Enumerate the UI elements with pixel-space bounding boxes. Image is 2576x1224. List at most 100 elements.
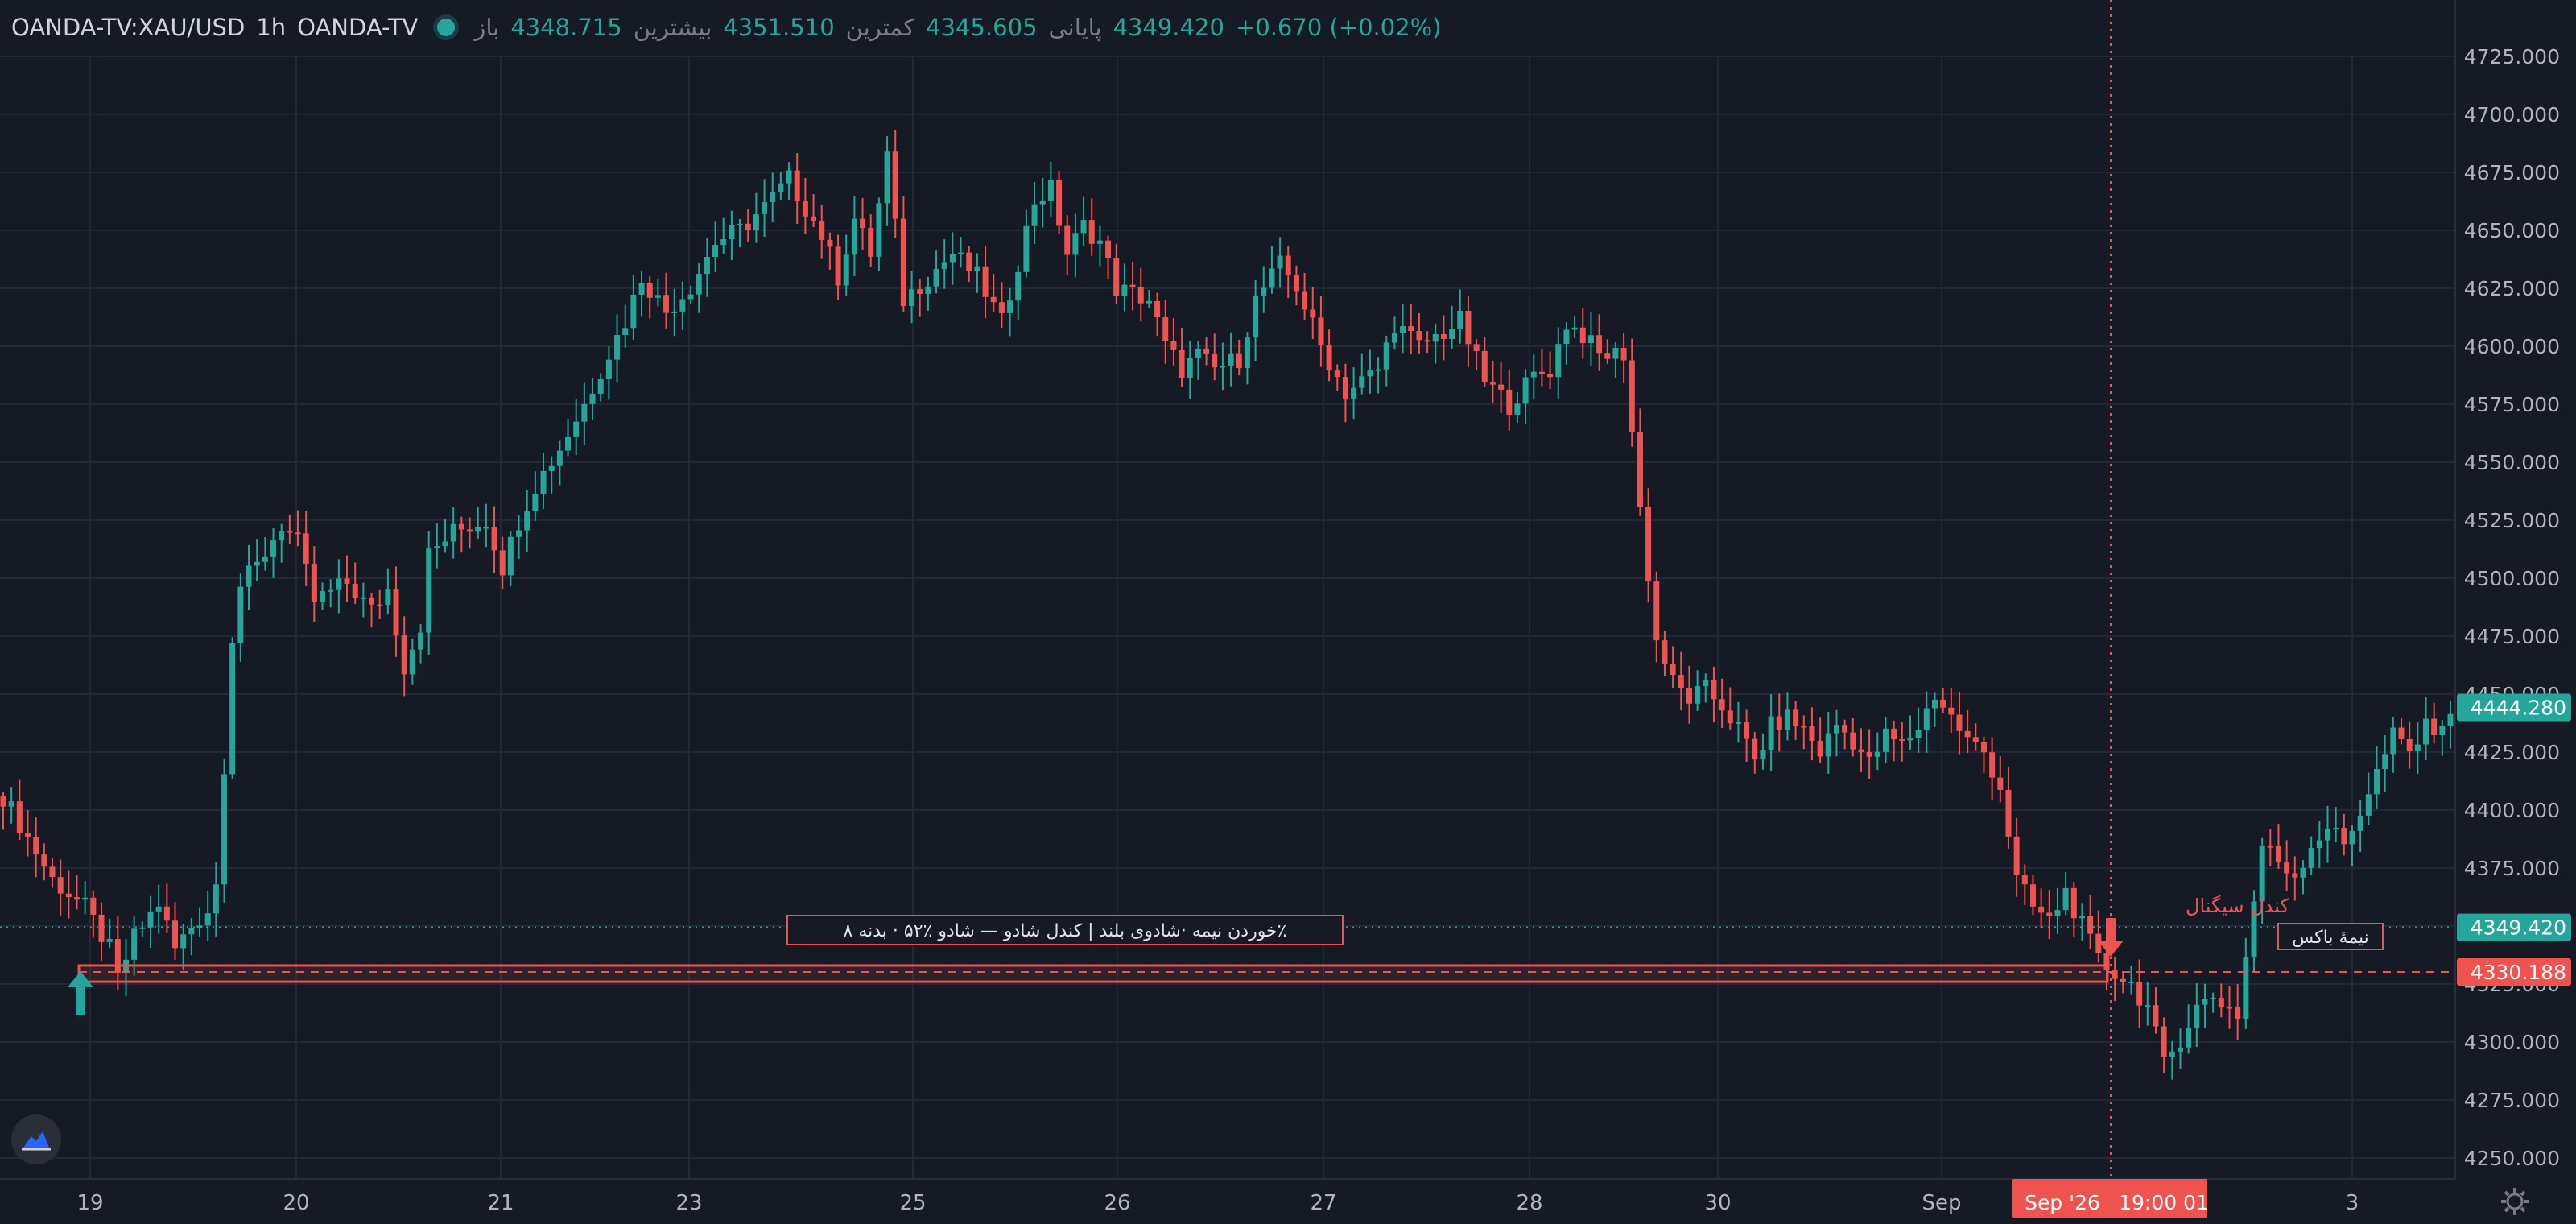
candle[interactable] [1236,339,1242,376]
candle[interactable] [2308,836,2314,875]
candle[interactable] [1129,261,1136,311]
candle[interactable] [671,288,678,337]
candle[interactable] [2390,717,2396,773]
candle[interactable] [1105,235,1112,279]
candle[interactable] [401,616,407,697]
candle[interactable] [1121,263,1128,312]
candle[interactable] [2021,864,2028,905]
candle[interactable] [679,281,686,330]
candle[interactable] [2210,992,2216,1013]
candle[interactable] [2070,881,2077,937]
candle[interactable] [1530,354,1537,400]
candle[interactable] [1449,305,1455,349]
candle[interactable] [2398,718,2405,745]
candle[interactable] [98,902,105,961]
candle[interactable] [1727,687,1733,730]
candle[interactable] [467,517,473,549]
candle[interactable] [2062,872,2069,916]
candle[interactable] [1080,196,1087,246]
candle[interactable] [1899,722,1905,762]
candle[interactable] [1637,408,1643,516]
candle[interactable] [958,237,964,268]
candle[interactable] [1604,339,1611,364]
candle[interactable] [483,503,489,548]
candle[interactable] [1440,315,1447,361]
candle[interactable] [704,238,710,297]
candle[interactable] [2038,888,2045,928]
candle[interactable] [2226,986,2232,1029]
candle[interactable] [74,875,80,910]
candle[interactable] [246,544,252,610]
candle[interactable] [1293,265,1299,306]
candle[interactable] [712,221,719,272]
candle[interactable] [213,862,219,937]
candle[interactable] [1980,736,1987,773]
candle[interactable] [1882,717,1889,763]
candle[interactable] [2169,1040,2175,1080]
candle[interactable] [49,858,56,888]
candle[interactable] [434,523,440,569]
candle[interactable] [1367,349,1373,394]
candle[interactable] [2079,903,2085,941]
candle[interactable] [2186,1004,2192,1054]
candle[interactable] [1334,364,1340,391]
candle[interactable] [1007,287,1013,337]
candle[interactable] [1686,665,1692,724]
candle[interactable] [1989,737,1996,800]
candle[interactable] [2259,837,2265,924]
candle[interactable] [2447,701,2454,749]
candle[interactable] [409,638,415,685]
candle[interactable] [204,890,211,941]
arrow-up-icon[interactable] [68,971,93,1015]
candle[interactable] [917,279,923,317]
candle[interactable] [2128,965,2134,995]
candle[interactable] [1212,333,1218,381]
candle[interactable] [393,566,399,657]
candle[interactable] [1825,711,1831,774]
candle[interactable] [1809,707,1815,761]
candle[interactable] [344,555,350,602]
candle[interactable] [614,314,621,382]
candle[interactable] [1711,666,1717,723]
candle[interactable] [2267,829,2273,866]
candle[interactable] [2349,825,2355,866]
candle[interactable] [1047,161,1054,217]
candle[interactable] [1187,341,1193,399]
candle[interactable] [1146,290,1152,308]
candle[interactable] [1203,337,1210,366]
candle[interactable] [589,378,596,420]
candle[interactable] [1752,732,1758,774]
candle[interactable] [147,895,154,948]
candle[interactable] [507,531,514,586]
candle[interactable] [33,817,39,878]
candle[interactable] [90,890,97,938]
candle[interactable] [1940,688,1946,713]
candle[interactable] [638,271,645,317]
candle[interactable] [998,282,1005,329]
candle[interactable] [139,921,146,937]
symbol-name[interactable]: OANDA-TV:XAU/USD [11,14,246,41]
candle[interactable] [2218,983,2224,1018]
candle[interactable] [811,193,817,228]
candle[interactable] [827,232,833,270]
candle[interactable] [2300,860,2306,895]
candle[interactable] [1269,245,1275,294]
candle[interactable] [450,507,456,559]
candle[interactable] [1023,209,1030,278]
candle[interactable] [884,136,890,226]
candle[interactable] [1587,312,1594,366]
candle[interactable] [892,130,898,238]
interval-label[interactable]: 1h [256,14,287,41]
candle[interactable] [524,490,530,552]
last-price-tag[interactable]: 4444.280 [2457,693,2571,722]
candle[interactable] [1179,328,1185,387]
zone-annotation[interactable]: ٪خوردن نیمه ·شادوی بلند | کندل شادو — شا… [786,915,1344,945]
candle[interactable] [729,210,735,261]
candle[interactable] [1400,304,1406,354]
candle[interactable] [328,579,334,608]
candle[interactable] [2341,813,2347,856]
candle[interactable] [1964,709,1971,753]
candle[interactable] [369,592,375,628]
candle[interactable] [1162,300,1169,364]
